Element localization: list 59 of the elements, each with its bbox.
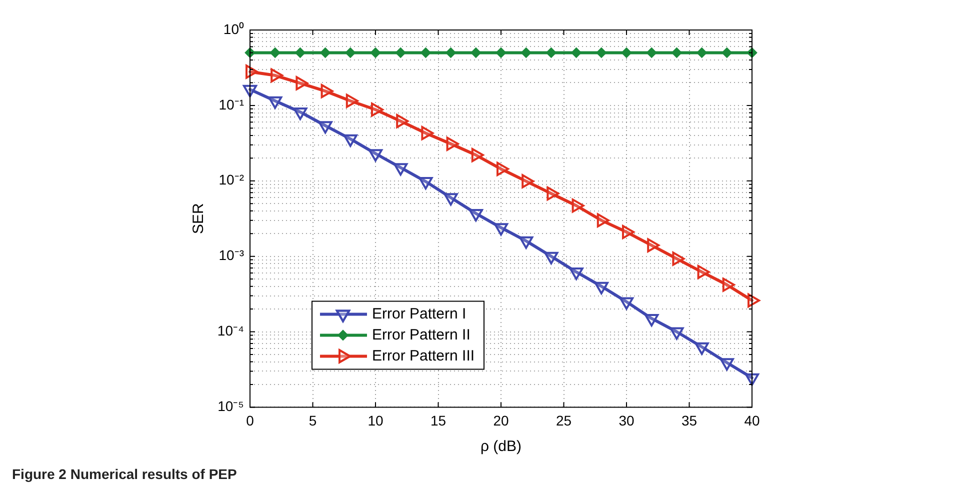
legend-label: Error Pattern III xyxy=(372,347,475,364)
caption: Figure 2 Numerical results of PEP xyxy=(12,466,237,482)
x-tick-label: 25 xyxy=(556,412,572,428)
point xyxy=(318,121,332,134)
point xyxy=(494,223,508,236)
point xyxy=(696,48,707,58)
point xyxy=(446,48,456,58)
point xyxy=(496,48,506,58)
point xyxy=(571,48,582,58)
y-tick-label: 10⁻¹ xyxy=(218,96,244,112)
legend-label: Error Pattern II xyxy=(372,326,470,344)
x-tick-label: 15 xyxy=(430,412,446,428)
x-tick-label: 30 xyxy=(618,412,634,428)
point xyxy=(270,48,280,58)
point xyxy=(596,48,606,58)
point xyxy=(521,48,532,58)
point xyxy=(720,358,734,371)
point xyxy=(546,48,556,58)
point xyxy=(670,327,684,340)
point xyxy=(722,48,732,58)
y-tick-label: 10⁻² xyxy=(218,172,244,188)
point xyxy=(646,48,657,58)
y-tick-label: 10⁻³ xyxy=(218,247,244,264)
point xyxy=(370,48,380,58)
y-axis-title: SER xyxy=(190,203,208,234)
point xyxy=(345,48,356,58)
point xyxy=(644,314,659,326)
point xyxy=(320,48,330,58)
x-tick-label: 5 xyxy=(308,412,317,428)
point xyxy=(619,297,634,310)
point xyxy=(672,48,682,58)
x-tick-label: 20 xyxy=(493,412,509,428)
point xyxy=(544,252,558,264)
legend-label: Error Pattern I xyxy=(372,305,466,322)
point xyxy=(418,177,433,190)
point xyxy=(569,267,584,280)
point xyxy=(268,96,282,109)
point xyxy=(594,282,608,294)
x-tick-label: 35 xyxy=(681,412,698,428)
point xyxy=(394,163,408,176)
point xyxy=(444,193,458,206)
y-tick-label: 10⁻⁵ xyxy=(218,398,244,414)
y-tick-label: 10⁰ xyxy=(223,20,244,37)
point xyxy=(694,342,709,355)
y-tick-label: 10⁻⁴ xyxy=(217,322,244,339)
point xyxy=(343,134,358,147)
point xyxy=(519,236,534,249)
point xyxy=(622,48,632,58)
point xyxy=(420,48,431,58)
point xyxy=(470,48,481,58)
point xyxy=(295,48,306,58)
x-axis-title: ρ (dB) xyxy=(480,438,522,456)
x-tick-label: 0 xyxy=(246,412,254,428)
point xyxy=(293,107,308,120)
point xyxy=(368,149,383,162)
point xyxy=(468,208,483,222)
point xyxy=(396,48,406,58)
x-tick-label: 40 xyxy=(744,412,760,428)
x-tick-label: 10 xyxy=(368,412,384,428)
